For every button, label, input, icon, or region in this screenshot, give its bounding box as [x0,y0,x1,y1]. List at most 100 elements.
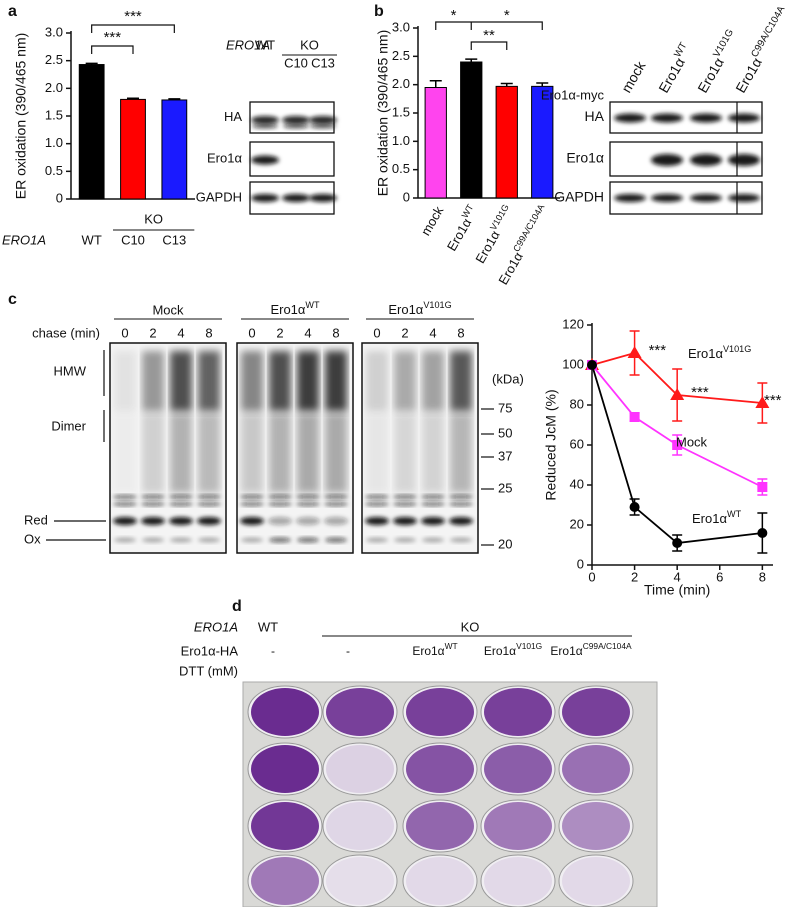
error-bar [429,79,442,88]
y-tick-label: 60 [570,436,584,451]
y-tick-label: 2.5 [45,52,63,67]
y-tick-label: 0.5 [392,161,410,176]
marker-label: 50 [498,425,512,440]
marker [629,412,640,422]
x-tick-label: C10 [121,232,145,247]
smear [450,413,472,493]
column-label: - [346,644,350,658]
band [283,123,309,129]
series-line [591,364,763,544]
lane-label-base: Ero1α [694,55,727,96]
y-tick-label: 0 [403,189,410,204]
y-tick-label: 1.5 [45,107,63,122]
y-tick-label: 1.0 [392,133,410,148]
column-label: KO [461,619,480,634]
band [651,194,683,202]
band [251,116,279,124]
lane-label: C10 [284,55,308,70]
smear [297,351,319,411]
x-tick-label-base: Ero1α [473,228,504,266]
band [198,537,220,543]
marker [755,396,770,408]
lane-label: Ero1αC99A/C104A [731,4,790,95]
lane-label: 2 [149,325,156,340]
y-tick-label: 80 [570,396,584,411]
error-bar [127,97,139,100]
significance-bracket [435,21,543,30]
band [310,123,336,129]
band [366,537,388,543]
lane-label: 0 [121,325,128,340]
bar [460,61,483,199]
smear [170,351,192,411]
well-stain [406,857,474,905]
smear [241,413,263,493]
well-stain [562,802,630,850]
lane-label: 2 [401,325,408,340]
well-stain [251,857,319,905]
x-axis-label: Time (min) [644,582,710,598]
significance: * [504,7,510,24]
well [322,799,398,853]
column-label-base: Ero1α [484,644,516,658]
smear [325,351,347,411]
well-stain [562,688,630,736]
marker-label: 37 [498,448,512,463]
band [690,194,722,202]
panel-label: b [374,3,384,20]
unit-label: (kDa) [492,371,524,386]
band [393,495,417,499]
group-label: Mock [152,302,184,317]
well-stain [326,688,394,736]
series-line [591,351,763,404]
bar [120,98,146,200]
y-axis-label: Reduced JcM (%) [543,389,559,500]
marker [757,482,768,492]
band [728,113,760,123]
x-tick-label-base: Ero1α [496,249,527,287]
series-label: Mock [676,434,708,449]
y-tick-label: 2.0 [45,80,63,95]
band [365,517,389,525]
series-label-base: Ero1α [692,511,727,526]
marker [670,388,685,400]
lane-label: 4 [177,325,184,340]
well-stain [562,745,630,793]
band-label: Dimer [51,418,86,433]
error-bar [168,98,181,100]
smear [170,413,192,493]
band [422,537,444,543]
marker [757,528,768,538]
band [394,537,416,543]
band [282,116,310,124]
y-tick-label: 100 [562,356,584,371]
marker [587,360,597,370]
bar [161,99,188,200]
significance-bracket [91,45,134,54]
x-tick-label: 8 [759,569,766,584]
series-label-sup: WT [727,509,742,519]
marker [672,440,683,450]
group-label: ERO1A [2,232,46,247]
band-label: Ox [24,531,41,546]
band [282,194,310,202]
well-stain [251,688,319,736]
lane-label-sup: C99A/C104A [749,4,787,59]
gene-label: ERO1A [226,37,270,52]
group-label-base: Ero1α [388,302,423,317]
band [170,537,192,543]
row-label: GAPDH [196,189,242,204]
column-label: Ero1αV101G [484,641,542,658]
smear [241,351,263,411]
band [324,495,348,499]
band [728,194,760,202]
significance: ** [483,27,495,44]
lane-label-base: Ero1α [732,55,765,96]
smear [142,351,164,411]
marker [627,346,642,358]
smear [269,413,291,493]
y-tick-label: 0.5 [45,163,63,178]
band [241,537,263,543]
smear [297,413,319,493]
well [558,854,634,907]
